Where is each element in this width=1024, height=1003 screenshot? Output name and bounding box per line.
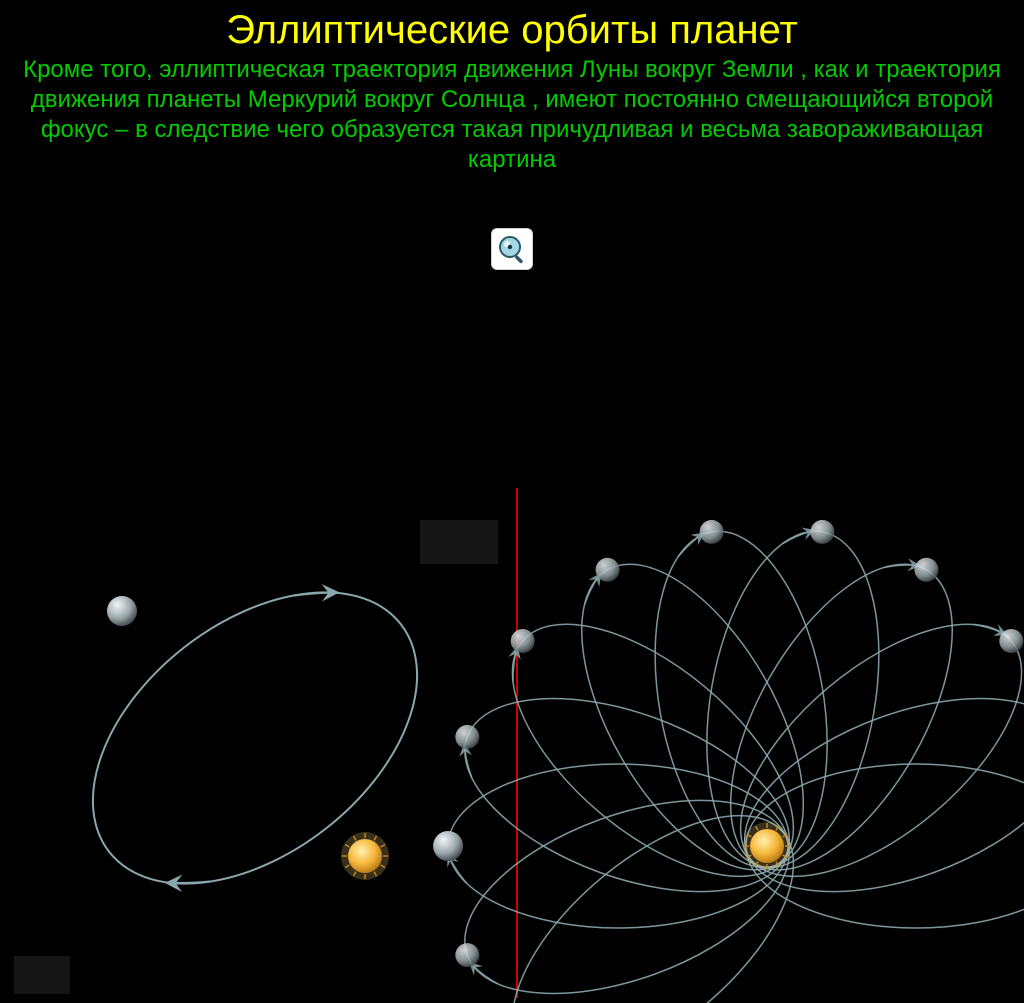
magnifier-icon[interactable] — [491, 228, 533, 270]
page-title: Эллиптические орбиты планет — [0, 0, 1024, 53]
right-precession-diagram — [0, 236, 1024, 1003]
subtitle-text: Кроме того, эллиптическая траектория дви… — [0, 53, 1024, 175]
diagram-area — [0, 236, 1024, 757]
